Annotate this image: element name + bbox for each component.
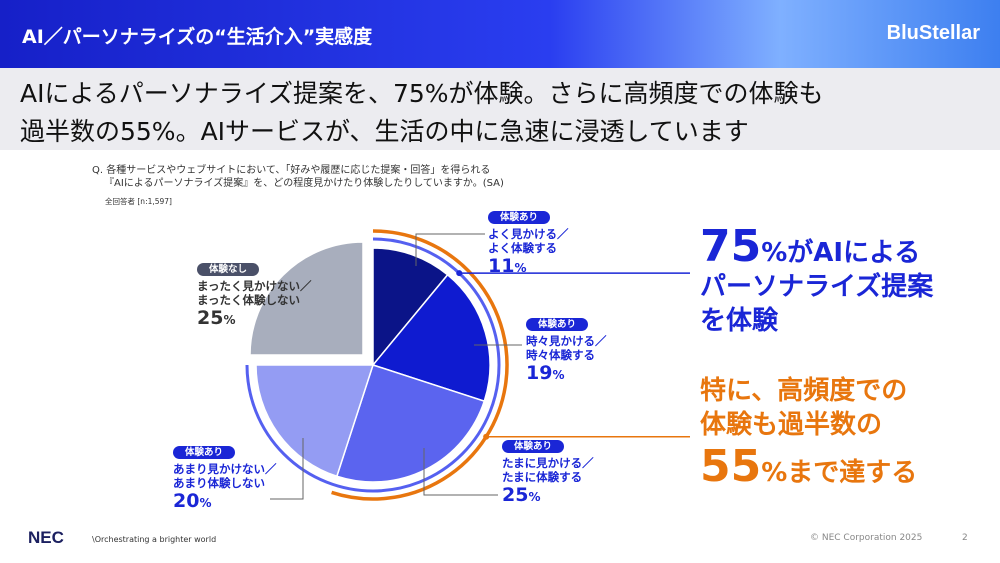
- lead-line-1: AIによるパーソナライズ提案を、75%が体験。さらに高頻度での体験も: [20, 79, 824, 108]
- callout-experienced: 75%がAIによる パーソナライズ提案 を体験: [700, 225, 934, 338]
- slice-label-text: あまり見かけない／: [173, 462, 277, 476]
- page-number: 2: [962, 533, 968, 543]
- leader-line-2: [423, 448, 498, 496]
- slice-badge: 体験あり: [526, 318, 589, 331]
- callout-text: 体験も過半数の: [700, 410, 883, 440]
- slice-label-1: 体験あり 時々見かける／ 時々体験する 19%: [526, 316, 607, 386]
- slice-label-text: 時々見かける／: [526, 334, 607, 348]
- page-title: AI／パーソナライズの“生活介入”実感度: [22, 26, 373, 48]
- slice-label-text: たまに見かける／: [502, 456, 594, 470]
- slice-badge: 体験なし: [197, 263, 260, 276]
- callout-text: 特に、高頻度での: [700, 376, 908, 406]
- callout-number: 55: [700, 441, 762, 492]
- brand-logo: BluStellar: [886, 22, 980, 44]
- slice-badge: 体験あり: [488, 211, 551, 224]
- lead-line-2: 過半数の55%。AIサービスが、生活の中に急速に浸透しています: [20, 117, 749, 146]
- pct-unit: %: [514, 261, 527, 275]
- pct-unit: %: [223, 313, 236, 327]
- callout-dot-high-frequency: [483, 433, 490, 440]
- pie-slice-2: [335, 364, 486, 483]
- callout-high-frequency: 特に、高頻度での 体験も過半数の 55%まで達する: [700, 374, 917, 490]
- footer-tagline: \Orchestrating a brighter world: [92, 535, 217, 544]
- slice-badge: 体験あり: [502, 440, 565, 453]
- slice-label-4: 体験なし まったく見かけない／ まったく体験しない 25%: [197, 261, 312, 331]
- slice-value: 25: [502, 484, 529, 506]
- slice-label-text: まったく体験しない: [197, 293, 301, 307]
- high-frequency-ring: [331, 229, 509, 501]
- slice-label-text: よく体験する: [488, 241, 557, 255]
- pie-slice-4: [249, 241, 364, 356]
- slice-value: 19: [526, 362, 553, 384]
- question-line-1: Q. 各種サービスやウェブサイトにおいて、「好みや履歴に応じた提案・回答」を得ら…: [92, 165, 491, 176]
- leader-line-3: [270, 438, 304, 500]
- footer-copyright: © NEC Corporation 2025: [810, 533, 923, 543]
- pie-slice-0: [372, 247, 449, 368]
- pie-slice-3: [255, 364, 375, 478]
- slice-label-text: あまり体験しない: [173, 476, 265, 490]
- slice-label-3: 体験あり あまり見かけない／ あまり体験しない 20%: [173, 444, 277, 514]
- callout-number: 75: [700, 221, 762, 272]
- leader-line-0: [415, 233, 485, 266]
- slice-label-text: 時々体験する: [526, 348, 595, 362]
- slice-label-0: 体験あり よく見かける／ よく体験する 11%: [488, 209, 569, 279]
- slice-badge: 体験あり: [173, 446, 236, 459]
- pct-unit: %: [528, 490, 541, 504]
- nec-logo: NEC: [28, 528, 64, 547]
- slice-label-text: たまに体験する: [502, 470, 583, 484]
- callout-dot-experienced: [456, 270, 463, 277]
- slice-value: 11: [488, 255, 515, 277]
- sample-size: 全回答者 [n:1,597]: [105, 197, 172, 206]
- callout-text: を体験: [700, 306, 779, 336]
- slice-label-2: 体験あり たまに見かける／ たまに体験する 25%: [502, 438, 594, 508]
- pct-unit: %: [552, 368, 565, 382]
- question-line-2: 『AIによるパーソナライズ提案』を、どの程度見かけたり体験したりしていますか。(…: [104, 178, 504, 189]
- callout-text: %まで達する: [761, 458, 918, 488]
- lead-section: AIによるパーソナライズ提案を、75%が体験。さらに高頻度での体験も 過半数の5…: [0, 68, 1000, 150]
- header-banner: AI／パーソナライズの“生活介入”実感度 BluStellar: [0, 0, 1000, 68]
- slice-value: 25: [197, 307, 224, 329]
- question-text: Q. 各種サービスやウェブサイトにおいて、「好みや履歴に応じた提案・回答」を得ら…: [92, 164, 504, 190]
- slice-value: 20: [173, 490, 200, 512]
- slice-label-text: まったく見かけない／: [197, 279, 312, 293]
- pie-slice-1: [371, 273, 491, 403]
- callout-text: %がAIによる: [761, 238, 921, 268]
- callout-text: パーソナライズ提案: [700, 272, 934, 302]
- slice-label-text: よく見かける／: [488, 227, 569, 241]
- pct-unit: %: [199, 496, 212, 510]
